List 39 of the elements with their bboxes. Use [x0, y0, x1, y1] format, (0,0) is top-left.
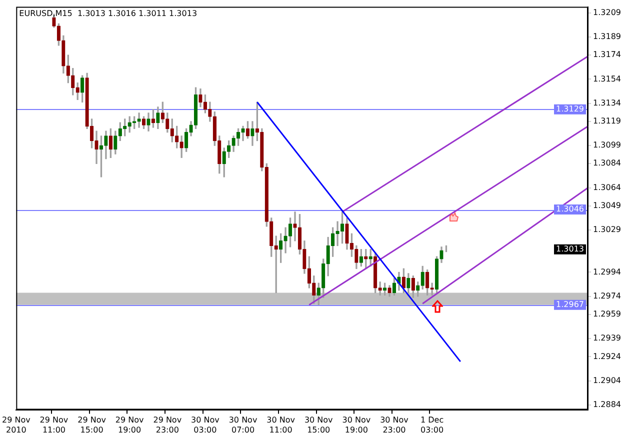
y-tick-label: 1.2924: [593, 352, 622, 361]
x-tick-label: 29 Nov 19:00: [115, 416, 144, 434]
x-tick-label: 30 Nov 03:00: [191, 416, 220, 434]
y-tick-label: 1.3119: [593, 116, 622, 126]
x-tick-label: 1 Dec 03:00: [420, 416, 444, 434]
candlestick: [430, 282, 434, 296]
y-tick-label: 1.2904: [593, 376, 622, 385]
y-tick-label: 1.3134: [593, 98, 622, 108]
y-tick-label: 1.3029: [593, 225, 622, 234]
x-tick-label: 29 Nov 23:00: [153, 416, 182, 434]
y-tick-label: 1.2884: [593, 400, 622, 410]
candlestick: [378, 282, 382, 296]
y-tick-label: 1.3049: [593, 200, 622, 210]
y-tick-label: 1.3189: [593, 32, 622, 42]
x-tick-label: 29 Nov 2010: [2, 416, 31, 434]
x-tick-label: 30 Nov 11:00: [266, 416, 296, 434]
y-tick-label: 1.2959: [593, 310, 622, 319]
ref-line-label: 1.3046: [556, 204, 584, 214]
y-tick-label: 1.2939: [593, 334, 622, 343]
chart-title: EURUSD,M15 1.3013 1.3016 1.3011 1.3013: [19, 8, 198, 18]
ref-line-label: 1.3129: [556, 104, 584, 114]
y-tick-label: 1.2994: [593, 267, 622, 276]
y-tick-label: 1.3099: [593, 140, 622, 150]
candlestick: [293, 212, 297, 242]
annotation: 1.3013: [556, 244, 584, 254]
y-tick-label: 1.3154: [593, 74, 622, 84]
y-tick-label: 1.3084: [593, 158, 622, 168]
y-tick-label: 1.2974: [593, 291, 622, 300]
x-tick-label: 29 Nov 15:00: [78, 416, 106, 434]
x-tick-label: 30 Nov 19:00: [342, 416, 371, 434]
x-tick-label: 29 Nov 11:00: [40, 416, 68, 434]
candlestick: [137, 112, 141, 128]
x-tick-label: 30 Nov 23:00: [380, 416, 409, 434]
x-tick-label: 30 Nov 15:00: [304, 416, 334, 434]
y-tick-label: 1.3209: [593, 8, 622, 17]
y-tick-label: 1.3174: [593, 50, 622, 60]
ref-line-label: 1.2967: [556, 300, 584, 309]
x-tick-label: 30 Nov 07:00: [228, 416, 258, 434]
y-tick-label: 1.3064: [593, 182, 622, 192]
